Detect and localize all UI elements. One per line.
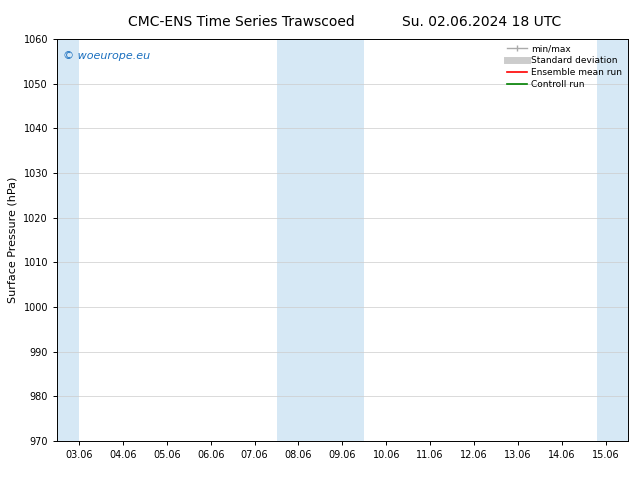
Text: CMC-ENS Time Series Trawscoed: CMC-ENS Time Series Trawscoed <box>127 15 354 29</box>
Legend: min/max, Standard deviation, Ensemble mean run, Controll run: min/max, Standard deviation, Ensemble me… <box>503 41 626 92</box>
Bar <box>597 39 628 441</box>
Text: © woeurope.eu: © woeurope.eu <box>63 51 150 61</box>
Bar <box>57 39 79 441</box>
Bar <box>276 39 365 441</box>
Text: Su. 02.06.2024 18 UTC: Su. 02.06.2024 18 UTC <box>402 15 562 29</box>
Y-axis label: Surface Pressure (hPa): Surface Pressure (hPa) <box>8 177 18 303</box>
